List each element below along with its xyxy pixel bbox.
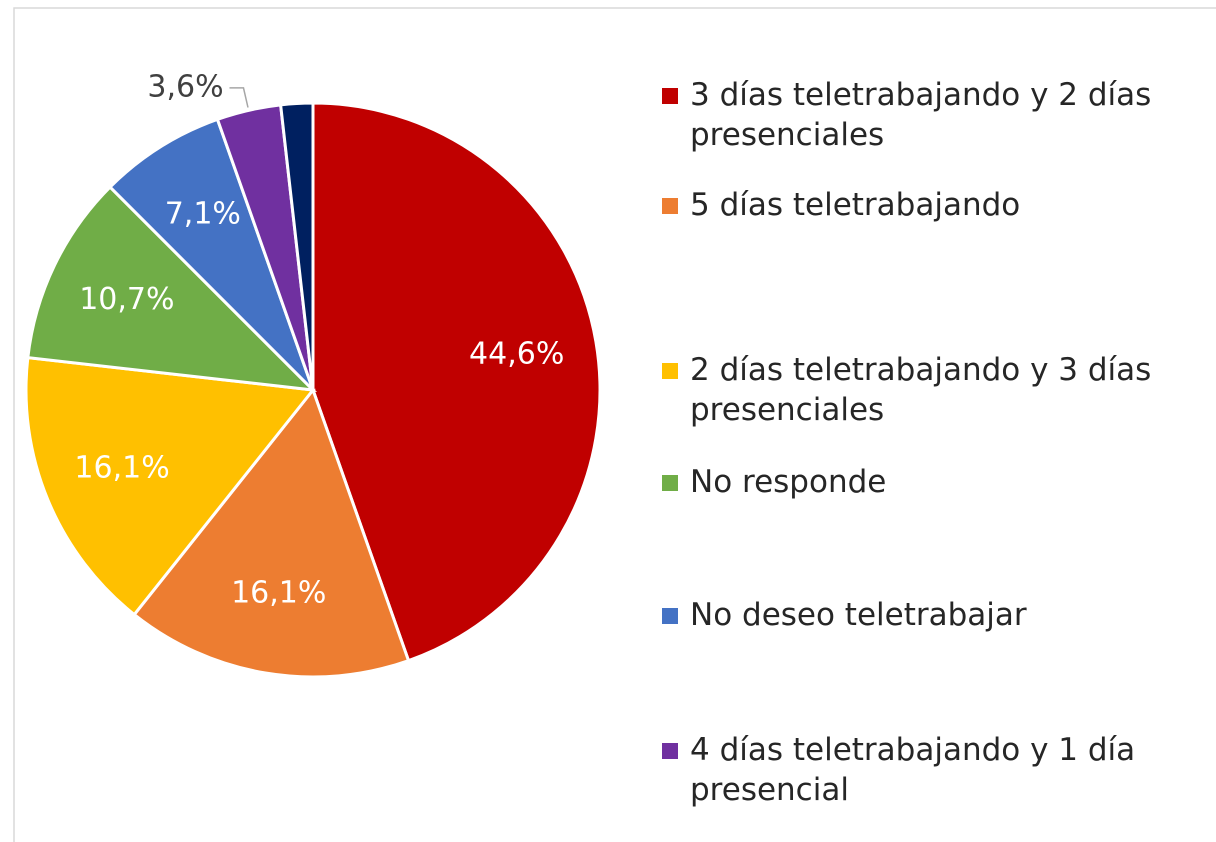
pie-slice	[311, 101, 602, 663]
leader-line	[229, 87, 249, 108]
legend-swatch	[662, 608, 678, 624]
data-label: 16,1%	[231, 575, 326, 610]
pie-slice	[26, 184, 318, 392]
pie-slice	[107, 117, 315, 392]
legend-swatch	[662, 475, 678, 491]
legend-swatch	[662, 743, 678, 759]
legend-label: No responde	[690, 464, 887, 500]
legend-item: 4 días teletrabajando y 1 día presencial	[662, 730, 1202, 810]
legend-item: No deseo teletrabajar	[662, 595, 1202, 635]
data-label: 16,1%	[74, 451, 169, 486]
data-label: 3,6%	[147, 69, 223, 104]
data-label: 7,1%	[165, 197, 241, 232]
legend-label: 2 días teletrabajando y 3 días presencia…	[690, 352, 1152, 428]
legend-label: 4 días teletrabajando y 1 día presencial	[690, 732, 1136, 808]
legend-swatch	[662, 363, 678, 379]
legend-label: 3 días teletrabajando y 2 días presencia…	[690, 77, 1152, 153]
legend-item: 2 días teletrabajando y 3 días presencia…	[662, 350, 1202, 430]
legend-swatch	[662, 88, 678, 104]
data-label: 10,7%	[79, 282, 174, 317]
legend-label: No deseo teletrabajar	[690, 597, 1027, 633]
legend-swatch	[662, 198, 678, 214]
legend-item: No responde	[662, 462, 1202, 502]
pie-slice	[278, 101, 315, 391]
chart-frame	[13, 7, 1216, 842]
legend-label: 5 días teletrabajando	[690, 187, 1021, 223]
legend-item: 5 días teletrabajando	[662, 185, 1202, 225]
data-label: 44,6%	[469, 337, 564, 372]
pie-slice	[132, 386, 411, 679]
legend-item: 3 días teletrabajando y 2 días presencia…	[662, 75, 1202, 155]
pie-slice	[24, 355, 316, 617]
